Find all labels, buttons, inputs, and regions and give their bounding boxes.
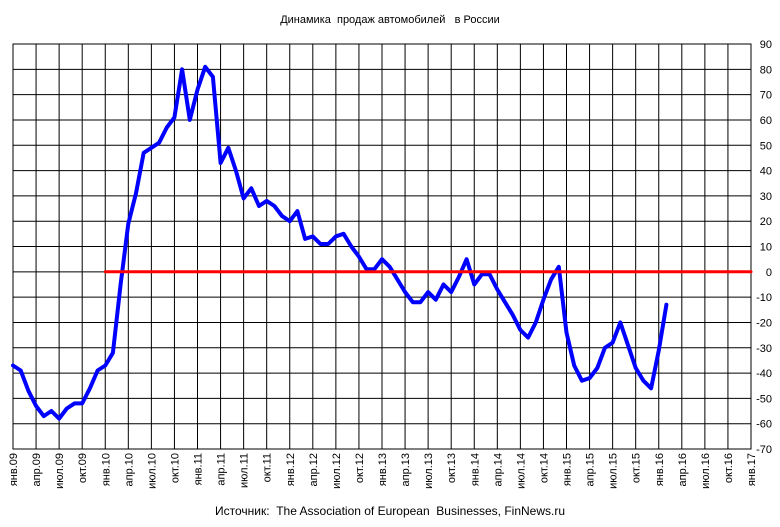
plot-border xyxy=(12,43,752,450)
x-tick-label: апр.15 xyxy=(585,453,597,486)
grid-layer xyxy=(12,43,752,450)
y-tick-label: 30 xyxy=(760,191,772,203)
x-tick-label: апр.13 xyxy=(400,453,412,486)
x-tick-label: июл.12 xyxy=(331,453,343,489)
y-tick-label: 40 xyxy=(760,166,772,178)
x-tick-label: июл.10 xyxy=(146,453,158,489)
x-tick-label: янв.10 xyxy=(100,453,112,486)
x-tick-label: июл.09 xyxy=(54,453,66,489)
series-layer xyxy=(11,64,753,421)
x-tick-label: окт.16 xyxy=(723,453,735,483)
y-tick-label: 50 xyxy=(760,140,772,152)
x-tick-label: апр.16 xyxy=(677,453,689,486)
x-tick-label: апр.14 xyxy=(492,453,504,486)
x-tick-label: окт.10 xyxy=(169,453,181,483)
y-tick-label: -40 xyxy=(756,368,772,380)
y-tick-label: 0 xyxy=(766,267,772,279)
x-tick-label: июл.16 xyxy=(700,453,712,489)
x-tick-label: янв.09 xyxy=(8,453,20,486)
x-tick-label: янв.16 xyxy=(654,453,666,486)
x-tick-label: апр.12 xyxy=(308,453,320,486)
sales-growth-line xyxy=(11,64,669,421)
chart-source: Источник: The Association of European Bu… xyxy=(214,504,566,518)
x-tick-label: окт.09 xyxy=(77,453,89,483)
x-tick-label: апр.09 xyxy=(31,453,43,486)
x-tick-label: янв.15 xyxy=(562,453,574,486)
x-tick-label: янв.14 xyxy=(469,453,481,486)
x-tick-label: окт.15 xyxy=(631,453,643,483)
x-tick-label: июл.13 xyxy=(423,453,435,489)
x-tick-label: июл.14 xyxy=(515,453,527,489)
y-tick-label: -70 xyxy=(756,444,772,456)
x-tick-label: окт.13 xyxy=(446,453,458,483)
x-tick-label: янв.13 xyxy=(377,453,389,486)
y-tick-label: 20 xyxy=(760,216,772,228)
x-tick-label: окт.14 xyxy=(538,453,550,483)
chart-title: Динамика продаж автомобилей в России xyxy=(280,14,500,26)
x-tick-label: янв.17 xyxy=(746,453,758,486)
x-tick-label: апр.11 xyxy=(216,453,228,486)
y-tick-label: 60 xyxy=(760,115,772,127)
x-tick-label: окт.12 xyxy=(354,453,366,483)
y-tick-label: -30 xyxy=(756,343,772,355)
y-tick-label: -50 xyxy=(756,393,772,405)
x-tick-label: июл.15 xyxy=(608,453,620,489)
y-tick-label: 80 xyxy=(760,64,772,76)
x-tick-labels: янв.09 апр.09 июл.09 окт.09 янв.10 апр.10 июл.… xyxy=(8,453,758,489)
x-tick-label: июл.11 xyxy=(239,453,251,488)
x-tick-label: янв.12 xyxy=(285,453,297,486)
x-tick-label: окт.11 xyxy=(262,453,274,482)
y-tick-label: -60 xyxy=(756,419,772,431)
x-tick-label: янв.11 xyxy=(193,453,205,485)
x-tick-label: апр.10 xyxy=(123,453,135,486)
y-tick-label: 70 xyxy=(760,90,772,102)
y-tick-label: -20 xyxy=(756,317,772,329)
y-tick-label: 90 xyxy=(760,39,772,51)
y-tick-label: 10 xyxy=(760,242,772,254)
y-tick-label: -10 xyxy=(756,292,772,304)
y-tick-labels: 90 80 70 60 50 40 30 20 10 0 -10 -20 -30 -40 -50 -60 -70 xyxy=(756,39,772,456)
